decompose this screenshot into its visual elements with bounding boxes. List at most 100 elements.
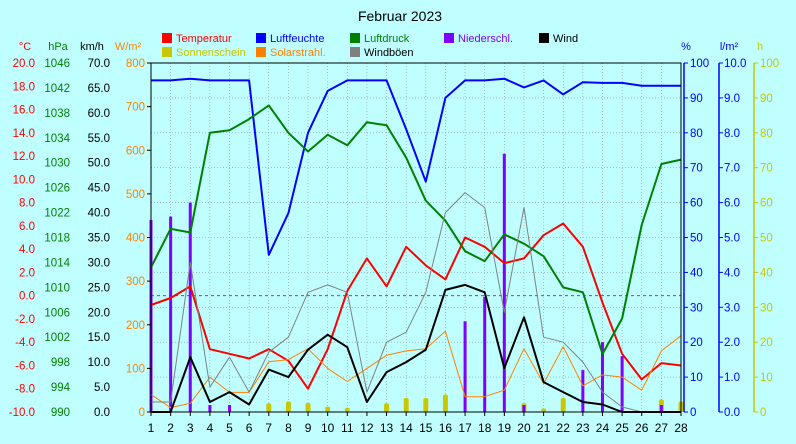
temp-tick-label: 6.0 <box>19 221 35 233</box>
temp-tick-label: 20.0 <box>13 58 35 70</box>
rain-bar <box>581 370 585 412</box>
press-tick-label: 1010 <box>44 282 70 294</box>
rain-bar <box>659 405 663 412</box>
sun-tick-label: 50 <box>760 233 773 245</box>
temp-tick-label: 4.0 <box>19 244 35 256</box>
rain-tick-label: 8.0 <box>724 128 740 140</box>
sun-tick-label: 80 <box>760 128 773 140</box>
legend: Temperatur Sonnenschein Luftfeuchte Solarst… <box>162 33 578 59</box>
rad-tick-label: 400 <box>126 233 145 245</box>
temp-tick-label: -10.0 <box>9 407 35 419</box>
press-tick-label: 1022 <box>44 208 70 220</box>
legend-temperature-swatch <box>162 33 172 43</box>
rad-tick-label: 800 <box>126 58 145 70</box>
hum-axis-unit: % <box>681 41 691 53</box>
x-tick-label: 8 <box>285 421 292 435</box>
sunshine-bar <box>325 406 331 412</box>
x-tick-label: 19 <box>498 421 512 435</box>
sun-tick-label: 30 <box>760 302 773 314</box>
x-tick-label: 7 <box>265 421 272 435</box>
wind-tick-label: 50.0 <box>88 158 110 170</box>
x-tick-label: 1 <box>148 421 155 435</box>
x-tick-label: 5 <box>226 421 233 435</box>
x-tick-label: 11 <box>341 421 354 435</box>
press-tick-label: 1030 <box>44 158 70 170</box>
legend-precipitation-label: Niederschl. <box>458 33 513 45</box>
rain-tick-label: 7.0 <box>724 163 740 175</box>
hum-tick-label: 40 <box>690 267 703 279</box>
series-lines <box>150 77 682 413</box>
x-tick-label: 16 <box>439 421 453 435</box>
legend-wind-label: Wind <box>553 33 578 45</box>
press-tick-label: 994 <box>51 382 71 394</box>
rad-axis-unit: W/m² <box>115 41 142 53</box>
humidity-line <box>151 77 681 256</box>
hum-tick-label: 50 <box>690 233 703 245</box>
sunshine-bar <box>384 403 390 412</box>
rain-tick-label: 1.0 <box>724 372 740 384</box>
sun-tick-label: 90 <box>760 93 773 105</box>
legend-humidity-swatch <box>256 33 266 43</box>
x-tick-label: 27 <box>655 421 669 435</box>
rad-tick-label: 500 <box>126 189 145 201</box>
legend-precipitation-swatch <box>444 33 454 43</box>
temp-tick-label: 14.0 <box>13 128 35 140</box>
rain-tick-label: 5.0 <box>724 233 740 245</box>
rain-bar <box>188 202 192 412</box>
sun-tick-label: 100 <box>760 58 779 70</box>
rad-tick-label: 0 <box>139 407 145 419</box>
press-tick-label: 1002 <box>44 332 70 344</box>
wind-tick-label: 5.0 <box>94 382 110 394</box>
hum-tick-label: 20 <box>690 337 703 349</box>
rain-bar <box>502 153 506 413</box>
press-tick-label: 998 <box>51 357 70 369</box>
legend-wind-swatch <box>539 33 549 43</box>
rain-bar <box>620 356 624 412</box>
hum-tick-label: 90 <box>690 93 703 105</box>
temp-tick-label: 10.0 <box>13 174 35 186</box>
x-tick-label: 12 <box>360 421 374 435</box>
press-tick-label: 1014 <box>44 257 70 269</box>
sun-tick-label: 40 <box>760 267 773 279</box>
legend-sunshine-label: Sonnenschein <box>176 47 246 59</box>
chart-title: Februar 2023 <box>358 8 442 24</box>
sunshine-bar <box>305 402 311 412</box>
press-axis-unit: hPa <box>48 41 68 53</box>
rain-tick-label: 4.0 <box>724 267 740 279</box>
x-tick-label: 10 <box>321 421 335 435</box>
temp-tick-label: 16.0 <box>13 105 35 117</box>
x-tick-label: 25 <box>615 421 629 435</box>
x-tick-label: 20 <box>517 421 531 435</box>
press-tick-label: 1042 <box>44 83 70 95</box>
temp-tick-label: 8.0 <box>19 198 35 210</box>
x-tick-label: 15 <box>419 421 433 435</box>
sunshine-bar <box>403 398 409 412</box>
rain-tick-label: 0.0 <box>724 407 740 419</box>
x-tick-label: 23 <box>576 421 590 435</box>
press-tick-label: 990 <box>51 407 70 419</box>
rain-bar <box>208 405 212 412</box>
sunshine-bar <box>442 394 448 412</box>
temp-axis-unit: °C <box>19 41 31 53</box>
wind-tick-label: 55.0 <box>88 133 110 145</box>
wind-tick-label: 0.0 <box>94 407 110 419</box>
hum-tick-label: 30 <box>690 302 703 314</box>
sunshine-bar <box>344 407 350 412</box>
x-tick-label: 6 <box>246 421 253 435</box>
temp-tick-label: 0.0 <box>19 291 35 303</box>
sunshine-bar <box>541 408 547 412</box>
rain-tick-label: 6.0 <box>724 198 740 210</box>
rain-bar <box>169 216 173 412</box>
wind-tick-label: 10.0 <box>88 357 110 369</box>
wind-tick-label: 60.0 <box>88 108 110 120</box>
press-tick-label: 1046 <box>44 58 70 70</box>
x-tick-label: 21 <box>537 421 551 435</box>
x-tick-label: 22 <box>557 421 571 435</box>
press-tick-label: 1006 <box>44 307 70 319</box>
temp-tick-label: -6.0 <box>15 360 35 372</box>
press-tick-label: 1026 <box>44 183 70 195</box>
gusts-line <box>151 192 681 413</box>
x-tick-label: 13 <box>380 421 394 435</box>
rain-tick-label: 9.0 <box>724 93 740 105</box>
